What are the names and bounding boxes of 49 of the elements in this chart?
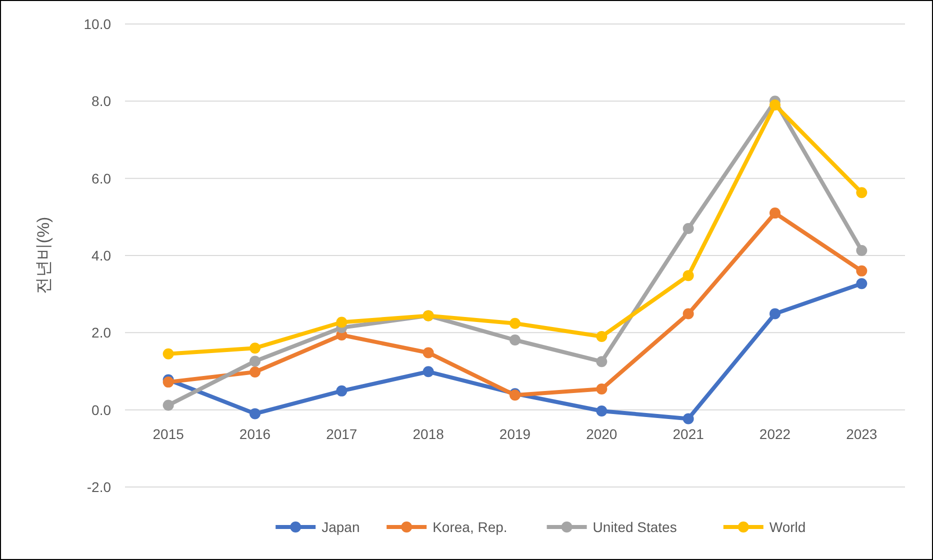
y-tick-label: 6.0 bbox=[92, 170, 112, 186]
y-tick-label: -2.0 bbox=[86, 479, 112, 495]
y-tick-label: 4.0 bbox=[92, 248, 112, 264]
legend-label: United States bbox=[592, 519, 677, 535]
legend-label: Korea, Rep. bbox=[432, 519, 508, 535]
point bbox=[770, 308, 780, 320]
y-axis-title: 전년비(%) bbox=[34, 216, 53, 294]
point bbox=[422, 347, 434, 358]
point bbox=[682, 308, 694, 320]
point bbox=[596, 356, 608, 368]
point bbox=[422, 366, 434, 378]
point bbox=[682, 270, 694, 282]
point bbox=[682, 222, 694, 234]
y-tick-label: 0.0 bbox=[92, 402, 112, 418]
x-tick-label: 2015 bbox=[152, 426, 184, 442]
point bbox=[682, 413, 694, 424]
y-tick-label: 2.0 bbox=[92, 324, 112, 341]
point bbox=[596, 384, 608, 394]
point bbox=[856, 265, 868, 276]
point bbox=[162, 400, 174, 411]
point bbox=[596, 331, 608, 342]
x-tick-label: 2023 bbox=[846, 426, 878, 442]
point bbox=[596, 405, 608, 416]
y-tick-label: 8.0 bbox=[92, 93, 112, 110]
x-tick-label: 2019 bbox=[499, 426, 531, 442]
x-tick-label: 2017 bbox=[326, 426, 358, 442]
point bbox=[770, 208, 780, 219]
point bbox=[250, 366, 260, 378]
legend-label: World bbox=[769, 519, 806, 535]
x-tick-label: 2016 bbox=[239, 426, 271, 442]
x-tick-label: 2022 bbox=[759, 426, 791, 442]
point bbox=[510, 334, 520, 346]
point bbox=[162, 348, 174, 360]
point bbox=[250, 356, 260, 367]
point bbox=[856, 187, 868, 198]
point bbox=[250, 408, 260, 420]
point bbox=[336, 316, 348, 328]
point bbox=[250, 342, 260, 354]
y-tick-label: 10.0 bbox=[84, 16, 112, 32]
point bbox=[770, 100, 780, 111]
legend-label: Japan bbox=[322, 519, 360, 535]
x-tick-label: 2020 bbox=[586, 426, 618, 442]
point bbox=[336, 385, 348, 396]
point bbox=[162, 376, 174, 388]
point bbox=[856, 244, 868, 256]
point bbox=[856, 278, 868, 290]
point bbox=[510, 318, 520, 329]
x-tick-label: 2018 bbox=[412, 426, 444, 442]
x-tick-label: 2021 bbox=[672, 426, 704, 442]
